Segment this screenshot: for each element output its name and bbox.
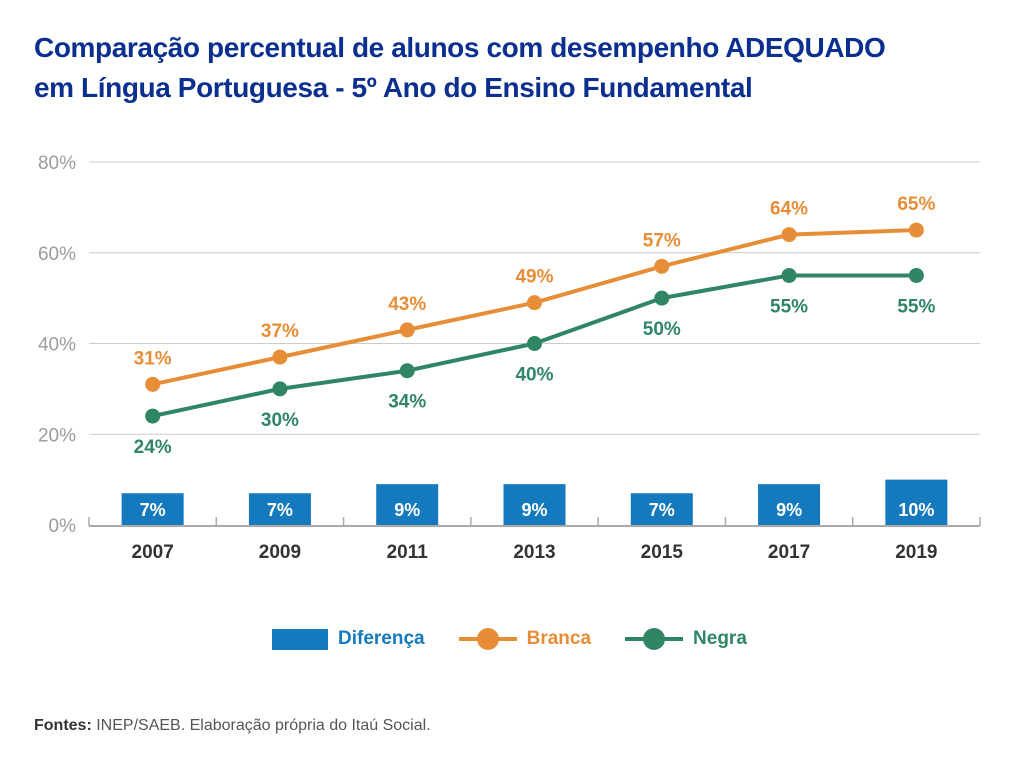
x-axis-ticks: 2007 2009 2011 2013 2015 2017 2019 (132, 542, 938, 563)
legend-label-negra: Negra (693, 628, 747, 649)
chart-title: Comparação percentual de alunos com dese… (34, 28, 994, 108)
point-branca (654, 258, 670, 274)
legend-item-branca[interactable]: Branca (458, 628, 592, 650)
bar-data-label: 9% (394, 500, 420, 520)
x-tick-label: 2011 (387, 542, 429, 563)
x-tick-label: 2013 (513, 542, 555, 563)
y-axis-ticks: 0% 20% 40% 60% 80% (38, 153, 76, 537)
point-branca (272, 349, 288, 365)
legend-label-diferenca: Diferença (338, 628, 425, 649)
point-negra (272, 381, 288, 397)
gridlines (89, 161, 980, 435)
data-label-branca: 64% (770, 199, 808, 220)
data-label-branca: 43% (388, 294, 426, 315)
bar-data-label: 7% (649, 500, 675, 520)
y-tick-label: 80% (38, 153, 76, 174)
bar-data-label: 10% (898, 500, 934, 520)
legend-item-negra[interactable]: Negra (625, 628, 747, 650)
bar-diferenca (885, 479, 948, 525)
data-label-negra: 50% (643, 319, 681, 340)
data-label-negra: 30% (261, 410, 299, 431)
bar-diferenca (121, 493, 184, 525)
bar-data-label: 9% (776, 500, 802, 520)
bar-data-label: 7% (140, 500, 166, 520)
point-negra (781, 267, 797, 283)
bar-diferenca (376, 484, 439, 525)
data-labels: 7% 7% 9% 9% 7% 9% 10% 31% 37% 43% 49% 57% 64% 65% 24% 3… (134, 194, 936, 520)
legend: Diferença Branca Negra (272, 624, 781, 654)
legend-label-branca: Branca (526, 628, 592, 649)
point-branca (527, 295, 542, 311)
y-tick-label: 40% (38, 335, 76, 356)
point-negra (399, 363, 415, 379)
point-branca (908, 222, 924, 238)
data-label-negra: 34% (388, 392, 426, 413)
y-tick-label: 0% (49, 516, 77, 537)
point-negra (654, 290, 670, 306)
data-label-branca: 49% (515, 267, 553, 288)
data-label-branca: 31% (134, 348, 172, 369)
x-tick-label: 2007 (132, 542, 174, 563)
point-negra (908, 267, 924, 283)
legend-bar-swatch-icon (272, 628, 328, 650)
chart-title-line-2: em Língua Portuguesa - 5º Ano do Ensino … (34, 72, 753, 103)
legend-item-diferenca[interactable]: Diferença (272, 628, 425, 650)
x-tick-label: 2017 (768, 542, 810, 563)
line-bar-chart: 0%20%40%60%80% 2007 2009 2011 2013 2015 2017 2… (38, 153, 981, 563)
chart-title-line-1: Comparação percentual de alunos com dese… (34, 32, 886, 63)
data-label-negra: 24% (134, 437, 172, 458)
data-label-branca: 65% (897, 194, 935, 215)
data-label-negra: 55% (770, 296, 808, 317)
point-negra (145, 408, 161, 424)
point-negra (527, 336, 542, 351)
point-branca (399, 322, 415, 338)
source-label: Fontes: (34, 717, 92, 734)
source-note: Fontes: INEP/SAEB. Elaboração própria do… (34, 717, 431, 735)
data-label-branca: 57% (643, 230, 681, 251)
bar-data-label: 7% (267, 500, 293, 520)
bar-diferenca (630, 493, 693, 525)
x-tick-label: 2015 (641, 542, 684, 563)
bar-diferenca (758, 484, 821, 525)
data-label-branca: 37% (261, 321, 299, 342)
data-label-negra: 55% (897, 296, 935, 317)
legend-line-marker-icon-branca (458, 628, 517, 650)
series-lines (145, 222, 924, 424)
x-tick-label: 2009 (259, 542, 301, 563)
x-tick-label: 2019 (895, 542, 937, 563)
bar-diferenca (503, 484, 566, 525)
data-label-negra: 40% (515, 365, 553, 386)
y-tick-label: 60% (38, 244, 76, 265)
diferenca-bars (121, 479, 948, 525)
bar-diferenca (248, 493, 311, 525)
point-branca (781, 227, 797, 243)
y-tick-label: 20% (38, 425, 76, 446)
x-axis (88, 517, 981, 527)
bar-data-label: 9% (521, 500, 547, 520)
source-text: INEP/SAEB. Elaboração própria do Itaú So… (91, 717, 431, 734)
legend-line-marker-icon-negra (625, 628, 684, 650)
point-branca (145, 376, 161, 392)
